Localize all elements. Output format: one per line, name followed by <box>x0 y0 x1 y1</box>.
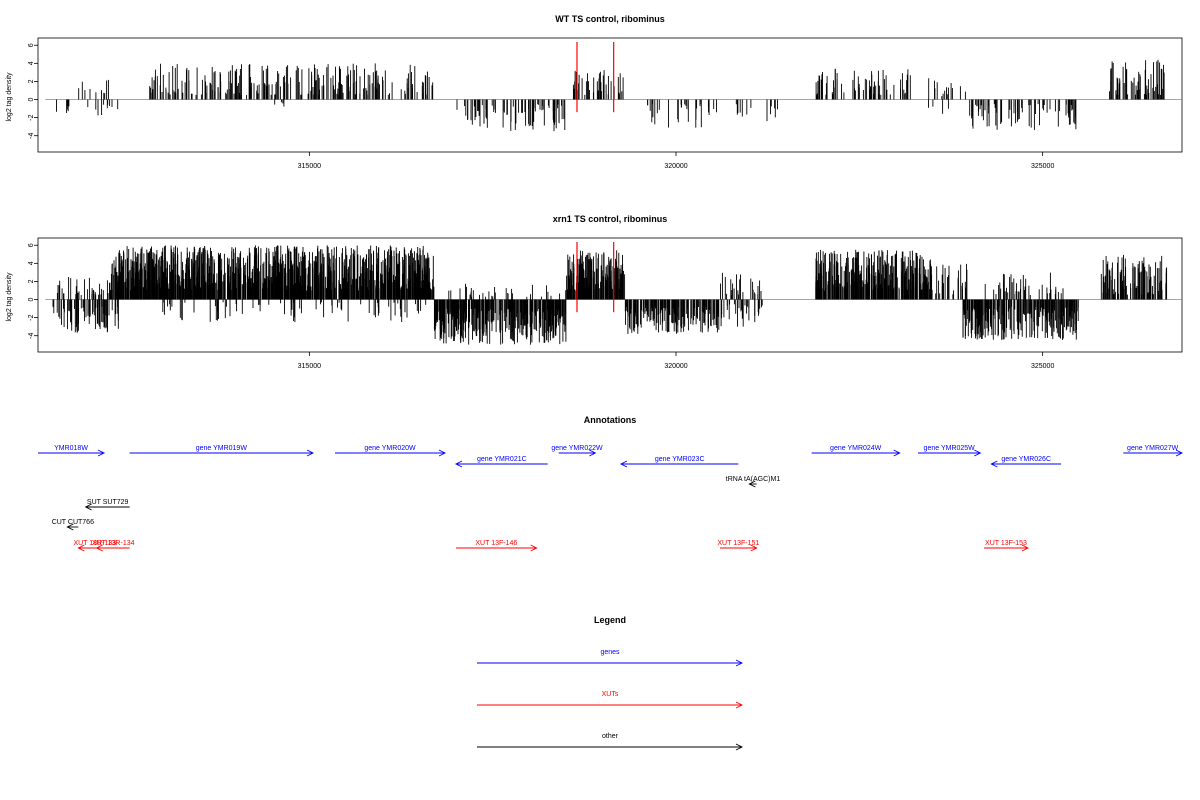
gene-label: YMR018W <box>54 445 88 452</box>
xut-label: XUT 13F-153 <box>985 540 1027 547</box>
x-tick-label: 325000 <box>1031 363 1054 370</box>
plot-frame <box>37 37 1183 153</box>
panel-title: xrn1 TS control, ribominus <box>553 214 668 224</box>
other-label: CUT CUT766 <box>52 519 94 526</box>
x-tick-label: 315000 <box>298 163 321 170</box>
density-bars <box>52 245 1168 345</box>
legend-arrow <box>477 701 744 709</box>
annotations-title: Annotations <box>584 415 637 425</box>
gene-label: gene YMR023C <box>655 456 705 463</box>
gene-label: gene YMR021C <box>477 456 527 463</box>
gene-label: gene YMR027W <box>1127 445 1179 452</box>
y-tick-label: -4 <box>28 333 35 339</box>
y-tick-label: 6 <box>28 243 35 247</box>
gene-label: gene YMR025W <box>924 445 976 452</box>
x-tick-label: 325000 <box>1031 163 1054 170</box>
legend-label: genes <box>600 649 620 656</box>
y-tick-label: -4 <box>28 133 35 139</box>
legend-arrow <box>477 659 744 667</box>
legend-title: Legend <box>594 615 626 625</box>
y-tick-label: 2 <box>28 279 35 283</box>
gene-label: gene YMR022W <box>551 445 603 452</box>
panel-title: WT TS control, ribominus <box>555 14 665 24</box>
y-tick-label: 4 <box>28 261 35 265</box>
gene-arrow <box>1123 449 1184 457</box>
wt-density-panel: WT TS control, ribominus log2 tag densit… <box>6 14 1183 170</box>
y-tick-label: -2 <box>28 114 35 120</box>
other-label: tRNA tA(AGC)M1 <box>726 476 781 483</box>
legend-arrow <box>477 743 744 751</box>
xut-label: XUT 13R-133 <box>73 540 116 547</box>
density-bars <box>56 59 1165 132</box>
other-arrow <box>66 523 79 531</box>
legend: Legend genes XUTs other <box>477 615 744 751</box>
gene-arrow <box>558 449 597 457</box>
legend-label: other <box>602 733 619 740</box>
gene-label: gene YMR024W <box>830 445 882 452</box>
y-axis-label: log2 tag density <box>6 72 13 122</box>
gene-arrow <box>454 460 548 468</box>
legend-label: XUTs <box>602 691 619 698</box>
gene-arrow <box>811 449 901 457</box>
gene-arrow <box>918 449 982 457</box>
gene-arrow <box>619 460 739 468</box>
y-tick-label: 0 <box>28 97 35 101</box>
gene-arrow <box>38 449 106 457</box>
xut-arrow <box>95 544 130 552</box>
xrn1-density-panel: xrn1 TS control, ribominus log2 tag dens… <box>6 214 1183 370</box>
y-tick-label: 0 <box>28 297 35 301</box>
other-arrow <box>748 480 757 488</box>
xut-arrow <box>456 544 538 552</box>
x-tick-label: 320000 <box>664 163 687 170</box>
gene-label: gene YMR019W <box>196 445 248 452</box>
gene-label: gene YMR026C <box>1001 456 1051 463</box>
other-label: SUT SUT729 <box>87 499 129 506</box>
xut-label: XUT 13R-134 <box>92 540 135 547</box>
xut-arrow <box>984 544 1030 552</box>
y-tick-label: 4 <box>28 61 35 65</box>
x-tick-label: 315000 <box>298 363 321 370</box>
gene-label: gene YMR020W <box>364 445 416 452</box>
x-tick-label: 320000 <box>664 363 687 370</box>
xut-label: XUT 13F-151 <box>717 540 759 547</box>
xut-label: XUT 13F-146 <box>475 540 517 547</box>
xut-arrow <box>720 544 758 552</box>
plot-frame <box>37 237 1183 353</box>
gene-arrow <box>129 449 315 457</box>
other-arrow <box>84 503 130 511</box>
y-tick-label: 6 <box>28 43 35 47</box>
y-axis-label: log2 tag density <box>6 272 13 322</box>
gene-arrow <box>990 460 1061 468</box>
annotations-track: Annotations YMR018W gene YMR019W gene YMR0… <box>38 415 1184 552</box>
y-tick-label: 2 <box>28 79 35 83</box>
gene-arrow <box>335 449 447 457</box>
y-tick-label: -2 <box>28 314 35 320</box>
